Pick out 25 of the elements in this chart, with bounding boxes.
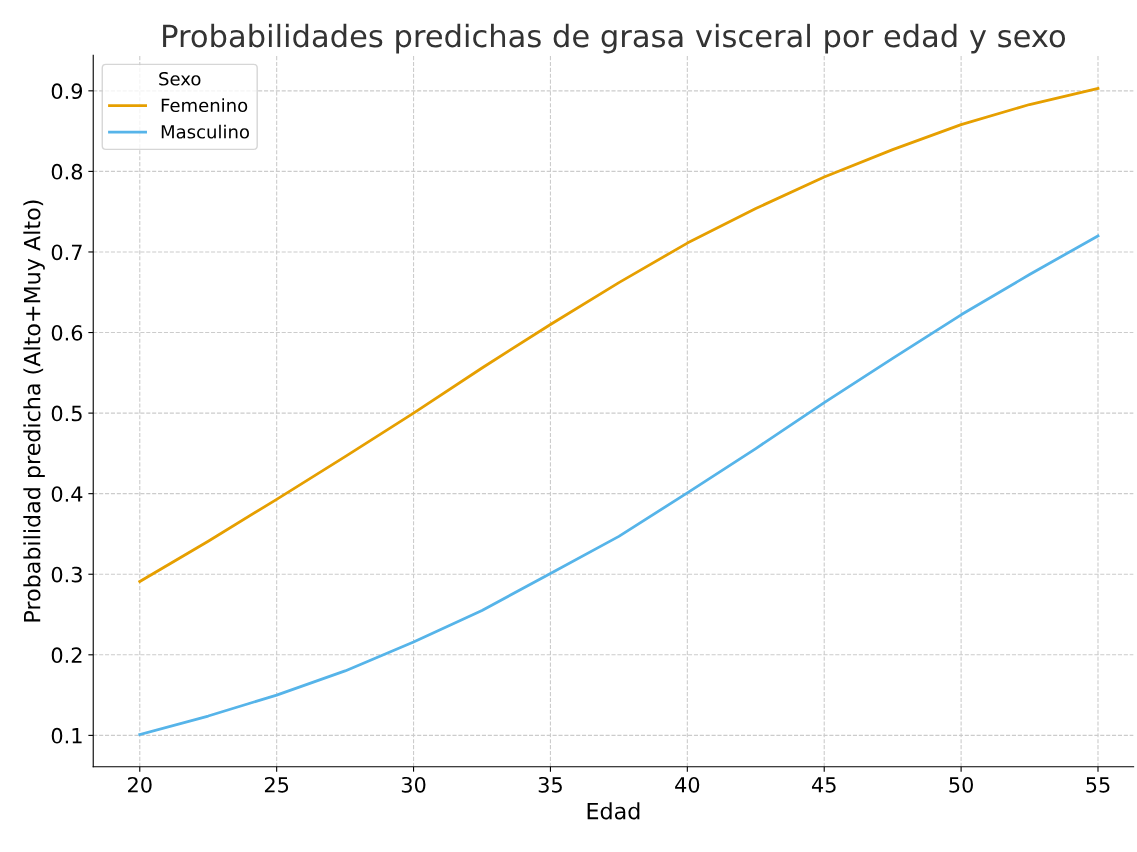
y-tick-label: 0.5 xyxy=(51,405,82,422)
x-axis-title: Edad xyxy=(587,802,640,820)
y-tick-label: 0.8 xyxy=(51,163,83,180)
x-tick-label: 30 xyxy=(401,776,426,793)
y-tick-label: 0.3 xyxy=(51,566,82,583)
x-tick-label: 55 xyxy=(1086,777,1110,793)
chart-title: Probabilidades predichas de grasa visceral por edad y sexo xyxy=(163,23,1066,54)
x-tick-label: 35 xyxy=(538,776,562,793)
y-tick-label: 0.1 xyxy=(51,727,82,744)
legend-label: Femenino xyxy=(161,98,248,113)
legend-title: Sexo xyxy=(159,71,201,86)
x-tick-label: 20 xyxy=(128,776,152,793)
line-series xyxy=(138,87,1100,583)
y-tick-label: 0.2 xyxy=(51,647,82,664)
line-series xyxy=(138,234,1100,736)
x-tick-label: 50 xyxy=(949,776,973,793)
y-tick-label: 0.6 xyxy=(51,324,83,341)
y-axis-title: Probabilidad predicha (Alto+Muy Alto) xyxy=(23,200,45,622)
legend-label: Masculino xyxy=(161,124,249,139)
y-tick-label: 0.9 xyxy=(51,83,83,100)
x-tick-label: 45 xyxy=(811,777,836,793)
y-tick-label: 0.7 xyxy=(51,244,82,261)
x-tick-label: 25 xyxy=(264,776,289,793)
x-tick-label: 40 xyxy=(675,776,700,793)
y-tick-label: 0.4 xyxy=(51,486,83,502)
